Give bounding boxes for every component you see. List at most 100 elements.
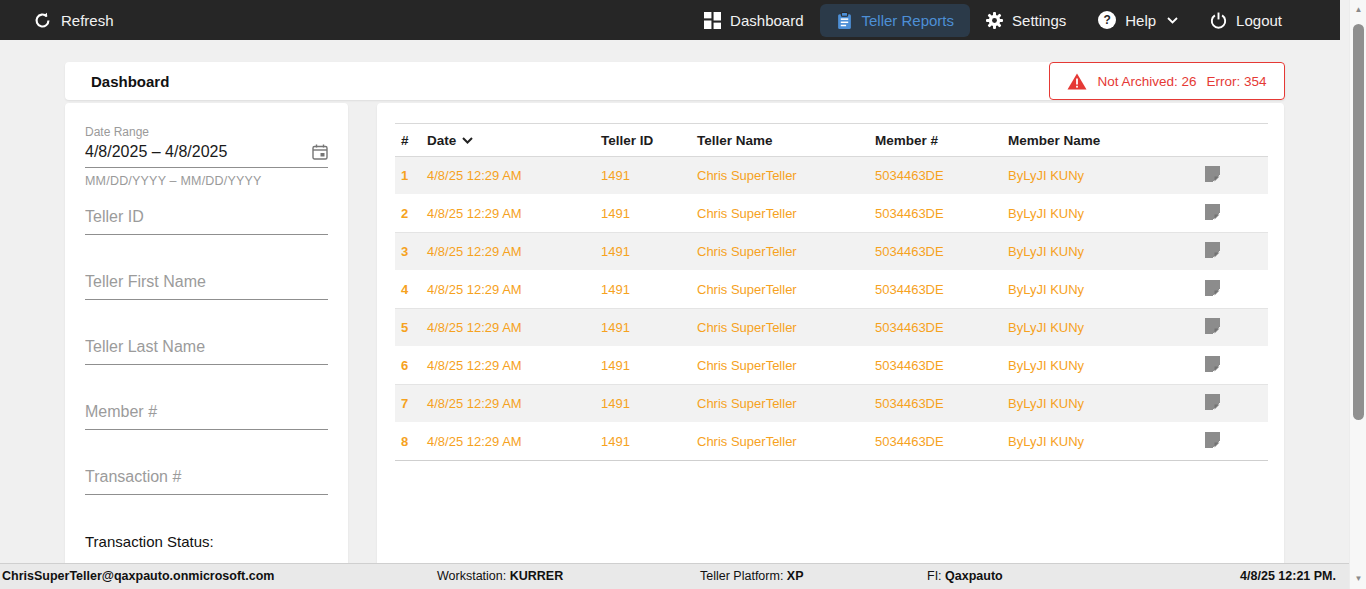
member-number-cell: 5034463DE [869, 309, 1002, 347]
nav-item-teller-reports[interactable]: Teller Reports [820, 4, 971, 37]
note-icon[interactable] [1205, 204, 1220, 220]
status-datetime: 4/8/25 12:21 PM. [1240, 569, 1336, 583]
teller-first-name-field-wrap [85, 269, 328, 300]
col-header-teller-id[interactable]: Teller ID [595, 124, 691, 157]
transaction-number-field[interactable] [85, 464, 328, 495]
note-icon[interactable] [1205, 318, 1220, 334]
table-row[interactable]: 84/8/25 12:29 AM1491Chris SuperTeller503… [395, 423, 1268, 461]
table-row[interactable]: 54/8/25 12:29 AM1491Chris SuperTeller503… [395, 309, 1268, 347]
member-number-cell: 5034463DE [869, 385, 1002, 423]
member-number-cell: 5034463DE [869, 423, 1002, 461]
scroll-down-arrow[interactable]: ▼ [1350, 574, 1366, 583]
teller-name-cell: Chris SuperTeller [691, 233, 869, 271]
teller-last-name-field[interactable] [85, 334, 328, 365]
nav-item-help[interactable]: ? Help [1082, 3, 1194, 37]
teller-id-cell: 1491 [595, 347, 691, 385]
refresh-icon [34, 12, 51, 29]
date-range-underline [85, 167, 328, 168]
teller-first-name-field[interactable] [85, 269, 328, 300]
refresh-button[interactable]: Refresh [34, 12, 114, 29]
member-name-cell: ByLyJI KUNy [1002, 271, 1199, 309]
teller-id-field-wrap [85, 204, 328, 235]
nav-item-dashboard[interactable]: Dashboard [688, 4, 819, 37]
note-icon[interactable] [1205, 242, 1220, 258]
row-number: 7 [395, 385, 421, 423]
top-nav-bar: Refresh Dashboard Teller Reports [0, 0, 1340, 40]
col-header-number[interactable]: # [395, 124, 421, 157]
vertical-scrollbar[interactable]: ▲ ▼ [1349, 0, 1366, 589]
col-header-date[interactable]: Date [421, 124, 595, 157]
page-title-bar: Dashboard Not Archived: 26 Error: 354 [65, 62, 1285, 100]
col-header-member-name[interactable]: Member Name [1002, 124, 1199, 157]
member-number-cell: 5034463DE [869, 233, 1002, 271]
chevron-down-icon [1167, 17, 1178, 24]
col-header-member-number[interactable]: Member # [869, 124, 1002, 157]
col-header-actions [1199, 124, 1268, 157]
not-archived-count: Not Archived: 26 [1097, 74, 1196, 89]
member-name-cell: ByLyJI KUNy [1002, 423, 1199, 461]
date-range-input[interactable]: 4/8/2025 – 4/8/2025 [85, 143, 328, 161]
table-row[interactable]: 24/8/25 12:29 AM1491Chris SuperTeller503… [395, 195, 1268, 233]
col-header-teller-name[interactable]: Teller Name [691, 124, 869, 157]
nav-item-logout[interactable]: Logout [1194, 4, 1298, 37]
row-number: 1 [395, 157, 421, 195]
calendar-icon[interactable] [312, 144, 328, 160]
table-row[interactable]: 14/8/25 12:29 AM1491Chris SuperTeller503… [395, 157, 1268, 195]
table-row[interactable]: 34/8/25 12:29 AM1491Chris SuperTeller503… [395, 233, 1268, 271]
refresh-label: Refresh [61, 12, 114, 29]
note-icon[interactable] [1205, 356, 1220, 372]
note-icon[interactable] [1205, 432, 1220, 448]
member-name-cell: ByLyJI KUNy [1002, 157, 1199, 195]
table-row[interactable]: 74/8/25 12:29 AM1491Chris SuperTeller503… [395, 385, 1268, 423]
note-cell [1199, 271, 1268, 309]
scrollbar-thumb[interactable] [1353, 24, 1364, 420]
table-row[interactable]: 64/8/25 12:29 AM1491Chris SuperTeller503… [395, 347, 1268, 385]
member-number-cell: 5034463DE [869, 157, 1002, 195]
page-title: Dashboard [91, 73, 169, 90]
archive-error-badge[interactable]: Not Archived: 26 Error: 354 [1049, 62, 1285, 100]
status-bar: ChrisSuperTeller@qaxpauto.onmicrosoft.co… [0, 563, 1366, 589]
note-cell [1199, 347, 1268, 385]
row-number: 2 [395, 195, 421, 233]
teller-name-cell: Chris SuperTeller [691, 157, 869, 195]
dashboard-grid-icon [704, 12, 721, 29]
nav-menu: Dashboard Teller Reports [688, 0, 1298, 40]
note-icon[interactable] [1205, 280, 1220, 296]
help-icon: ? [1098, 11, 1116, 29]
nav-item-label: Teller Reports [862, 12, 955, 29]
teller-name-cell: Chris SuperTeller [691, 347, 869, 385]
member-name-cell: ByLyJI KUNy [1002, 195, 1199, 233]
date-range-value: 4/8/2025 – 4/8/2025 [85, 143, 227, 161]
date-cell: 4/8/25 12:29 AM [421, 385, 595, 423]
note-icon[interactable] [1205, 394, 1220, 410]
nav-item-label: Dashboard [730, 12, 803, 29]
table-header-row: # Date Teller ID Teller Name Member # Me… [395, 124, 1268, 157]
row-number: 4 [395, 271, 421, 309]
clipboard-icon [836, 12, 853, 29]
row-number: 5 [395, 309, 421, 347]
teller-name-cell: Chris SuperTeller [691, 385, 869, 423]
member-name-cell: ByLyJI KUNy [1002, 347, 1199, 385]
nav-item-label: Logout [1236, 12, 1282, 29]
transaction-number-field-wrap [85, 464, 328, 495]
teller-id-cell: 1491 [595, 233, 691, 271]
note-icon[interactable] [1205, 166, 1220, 182]
teller-platform-status: Teller Platform: XP [700, 569, 804, 583]
member-name-cell: ByLyJI KUNy [1002, 233, 1199, 271]
teller-id-field[interactable] [85, 204, 328, 235]
sort-desc-icon [462, 137, 473, 144]
results-panel: # Date Teller ID Teller Name Member # Me… [377, 103, 1284, 563]
row-number: 8 [395, 423, 421, 461]
teller-id-cell: 1491 [595, 385, 691, 423]
teller-id-cell: 1491 [595, 157, 691, 195]
teller-last-name-field-wrap [85, 334, 328, 365]
member-number-cell: 5034463DE [869, 347, 1002, 385]
note-cell [1199, 423, 1268, 461]
error-count: Error: 354 [1207, 74, 1267, 89]
member-number-field[interactable] [85, 399, 328, 430]
table-row[interactable]: 44/8/25 12:29 AM1491Chris SuperTeller503… [395, 271, 1268, 309]
date-cell: 4/8/25 12:29 AM [421, 309, 595, 347]
nav-item-settings[interactable]: Settings [970, 4, 1082, 37]
note-cell [1199, 385, 1268, 423]
scroll-up-arrow[interactable]: ▲ [1350, 5, 1366, 14]
